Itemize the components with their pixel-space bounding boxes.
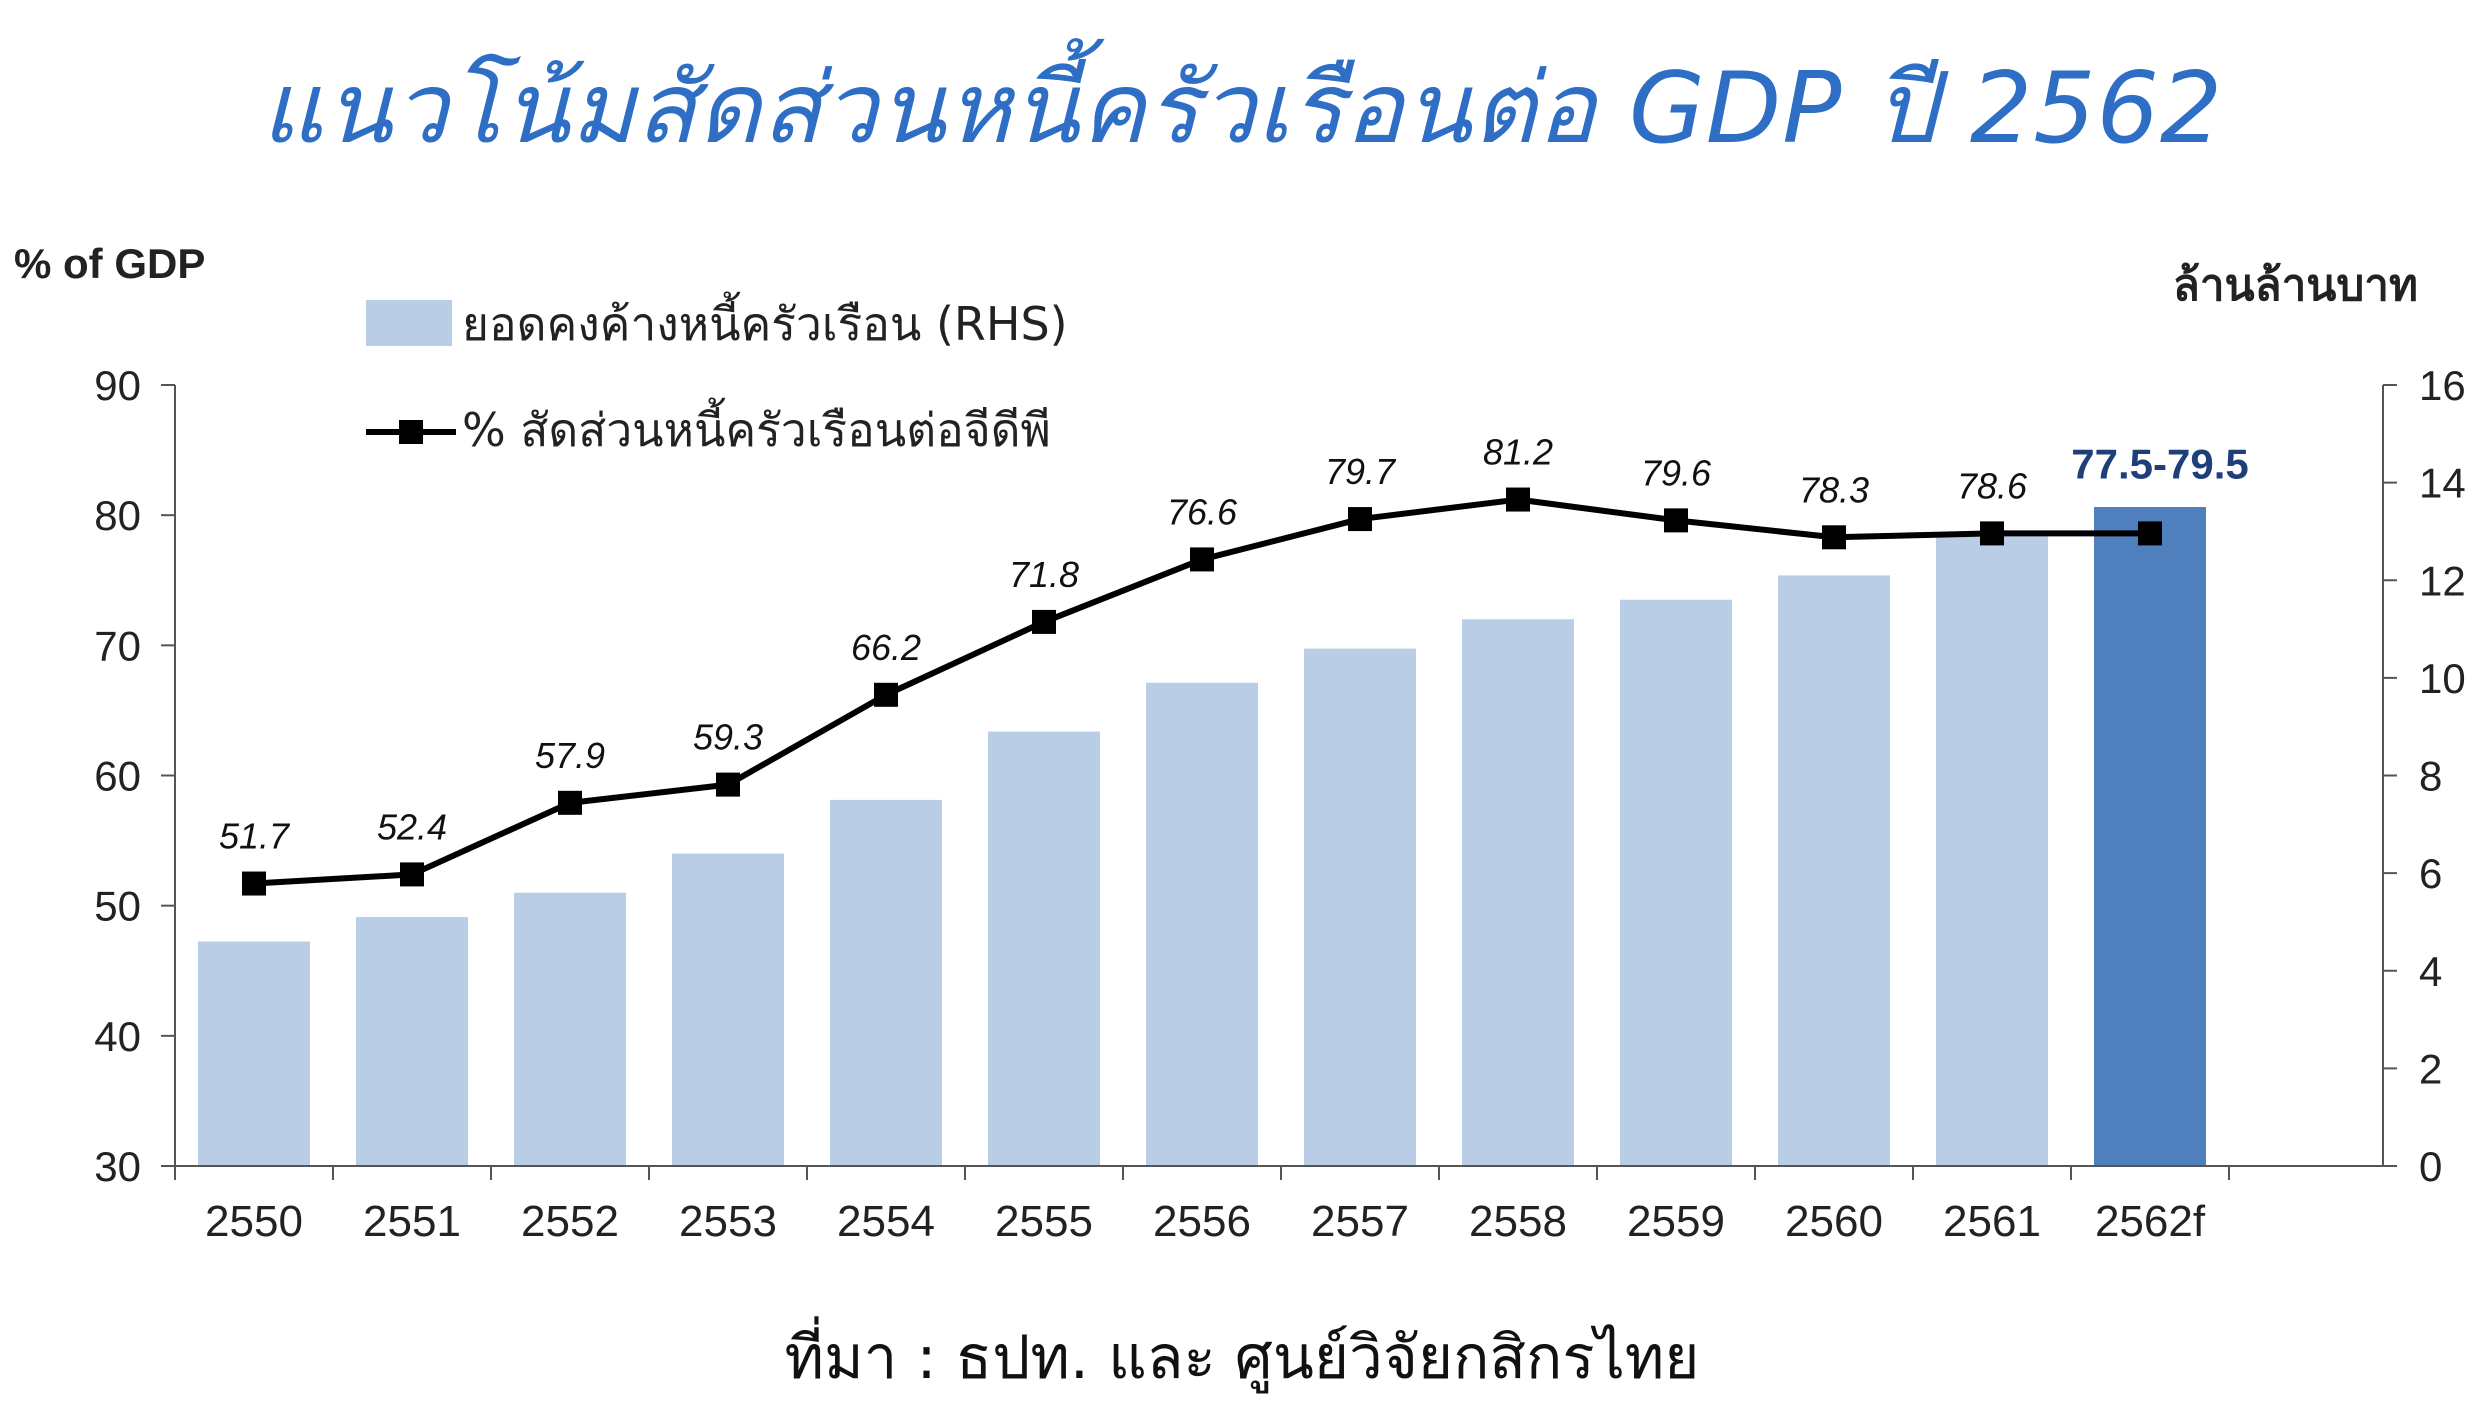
data-label-2560: 78.3 — [1799, 469, 1869, 510]
bar-2550 — [198, 941, 310, 1166]
x-tick-label-2554: 2554 — [837, 1197, 935, 1246]
y-axis-left-label: % of GDP — [14, 240, 205, 287]
bar-2557 — [1304, 648, 1416, 1166]
bar-2559 — [1620, 599, 1732, 1166]
line-marker-2562f — [2138, 521, 2162, 546]
source-note: ที่มา : ธปท. และ ศูนย์วิจัยกสิกรไทย — [784, 1323, 1700, 1393]
x-tick-label-2556: 2556 — [1153, 1197, 1251, 1246]
x-tick-label-2560: 2560 — [1785, 1197, 1883, 1246]
legend-bar-label: ยอดคงค้างหนี้ครัวเรือน (RHS) — [462, 291, 1068, 351]
bar-2555 — [988, 731, 1100, 1166]
data-label-2558: 81.2 — [1483, 432, 1553, 473]
y-left-tick-label-40: 40 — [94, 1013, 141, 1060]
line-marker-2556 — [1190, 547, 1214, 572]
line-marker-2559 — [1664, 508, 1688, 533]
data-label-2562f: 77.5-79.5 — [2071, 440, 2248, 487]
x-tick-label-2555: 2555 — [995, 1197, 1093, 1246]
bars-group — [198, 507, 2206, 1166]
bar-2552 — [514, 892, 626, 1166]
y-axis-right-label: ล้านล้านบาท — [2173, 260, 2418, 311]
y-right-tick-label-8: 8 — [2419, 753, 2442, 800]
line-marker-2550 — [242, 871, 266, 896]
y-right-tick-label-0: 0 — [2419, 1143, 2442, 1190]
y-left-tick-label-90: 90 — [94, 362, 141, 409]
x-tick-label-2551: 2551 — [363, 1197, 461, 1246]
x-tick-label-2553: 2553 — [679, 1197, 777, 1246]
bar-2556 — [1146, 682, 1258, 1166]
x-tick-label-2557: 2557 — [1311, 1197, 1409, 1246]
x-tick-label-2561: 2561 — [1943, 1197, 2041, 1246]
y-left-tick-label-70: 70 — [94, 622, 141, 669]
line-marker-2560 — [1822, 525, 1846, 550]
bar-2562f — [2094, 507, 2206, 1166]
y-right-tick-label-2: 2 — [2419, 1045, 2442, 1092]
bar-2558 — [1462, 619, 1574, 1166]
legend: ยอดคงค้างหนี้ครัวเรือน (RHS) % สัดส่วนหน… — [366, 291, 1068, 457]
y-right-tick-label-16: 16 — [2419, 362, 2466, 409]
line-marker-2558 — [1506, 487, 1530, 512]
axes-group: 30 40 50 60 70 80 90 0 2 4 6 8 10 12 14 16 2550 2551 2552 2… — [94, 362, 2465, 1246]
data-label-2559: 79.6 — [1641, 452, 1712, 493]
bar-2561 — [1936, 536, 2048, 1166]
bar-2553 — [672, 853, 784, 1166]
x-tick-label-2558: 2558 — [1469, 1197, 1567, 1246]
data-label-2557: 79.7 — [1325, 451, 1397, 492]
y-left-tick-label-60: 60 — [94, 753, 141, 800]
y-left-tick-label-50: 50 — [94, 883, 141, 930]
y-right-tick-label-12: 12 — [2419, 557, 2466, 604]
line-marker-2554 — [874, 682, 898, 707]
line-marker-2561 — [1980, 521, 2004, 546]
y-right-tick-label-10: 10 — [2419, 655, 2466, 702]
x-tick-label-2552: 2552 — [521, 1197, 619, 1246]
line-marker-2551 — [400, 862, 424, 887]
data-label-2554: 66.2 — [851, 627, 921, 668]
y-left-tick-label-30: 30 — [94, 1143, 141, 1190]
line-marker-2557 — [1348, 507, 1372, 532]
line-marker-2553 — [716, 772, 740, 797]
data-label-2553: 59.3 — [693, 717, 763, 758]
line-series-group: 51.7 52.4 57.9 59.3 66.2 71.8 76.6 79.7 81.2 79.6… — [219, 432, 2249, 896]
x-tick-label-2562f: 2562f — [2095, 1197, 2206, 1246]
y-right-tick-label-14: 14 — [2419, 460, 2466, 507]
x-tick-label-2559: 2559 — [1627, 1197, 1725, 1246]
y-right-tick-label-6: 6 — [2419, 850, 2442, 897]
legend-line-label: % สัดส่วนหนี้ครัวเรือนต่อจีดีพี — [462, 397, 1051, 457]
data-label-2552: 57.9 — [535, 735, 605, 776]
x-tick-label-2550: 2550 — [205, 1197, 303, 1246]
bar-2554 — [830, 799, 942, 1166]
bar-2560 — [1778, 575, 1890, 1166]
data-label-2550: 51.7 — [219, 816, 291, 857]
y-left-tick-label-80: 80 — [94, 492, 141, 539]
data-label-2555: 71.8 — [1009, 554, 1079, 595]
line-marker-2552 — [558, 790, 582, 815]
bar-2551 — [356, 917, 468, 1166]
line-marker-2555 — [1032, 609, 1056, 634]
y-right-tick-label-4: 4 — [2419, 948, 2442, 995]
data-label-2556: 76.6 — [1167, 491, 1238, 532]
page-title: แนวโน้มสัดส่วนหนี้ครัวเรือนต่อ GDP ปี 25… — [260, 52, 2224, 166]
data-label-2551: 52.4 — [377, 806, 447, 847]
data-label-2561: 78.6 — [1957, 465, 2028, 506]
legend-line-marker — [399, 420, 423, 444]
legend-bar-swatch — [366, 300, 452, 346]
